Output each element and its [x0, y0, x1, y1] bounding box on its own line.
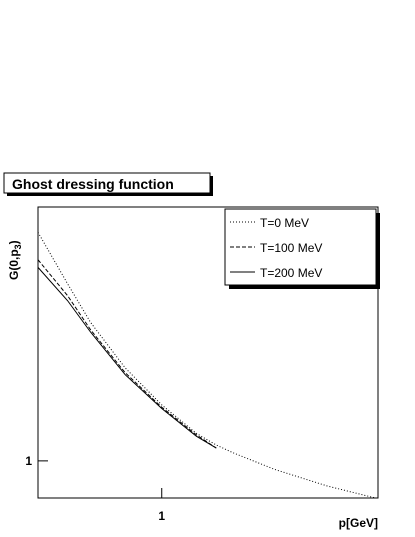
y-label-close: ) — [7, 240, 21, 244]
x-axis-label: p[GeV] — [339, 516, 378, 530]
series-line — [37, 267, 217, 449]
x-tick-label: 1 — [158, 509, 165, 523]
y-tick-label: 1 — [25, 454, 32, 468]
plot-frame — [37, 206, 379, 499]
series-line — [37, 232, 376, 499]
series-line — [37, 259, 217, 449]
y-label-sub: 3 — [13, 244, 23, 249]
title-box — [3, 172, 211, 194]
y-label-main: G(0,p — [7, 249, 21, 280]
legend-label: T=200 MeV — [260, 266, 322, 280]
y-axis-label: G(0,p3) — [7, 240, 23, 280]
chart-title: Ghost dressing function — [12, 176, 174, 192]
legend-label: T=0 MeV — [260, 216, 309, 230]
legend-label: T=100 MeV — [260, 241, 322, 255]
